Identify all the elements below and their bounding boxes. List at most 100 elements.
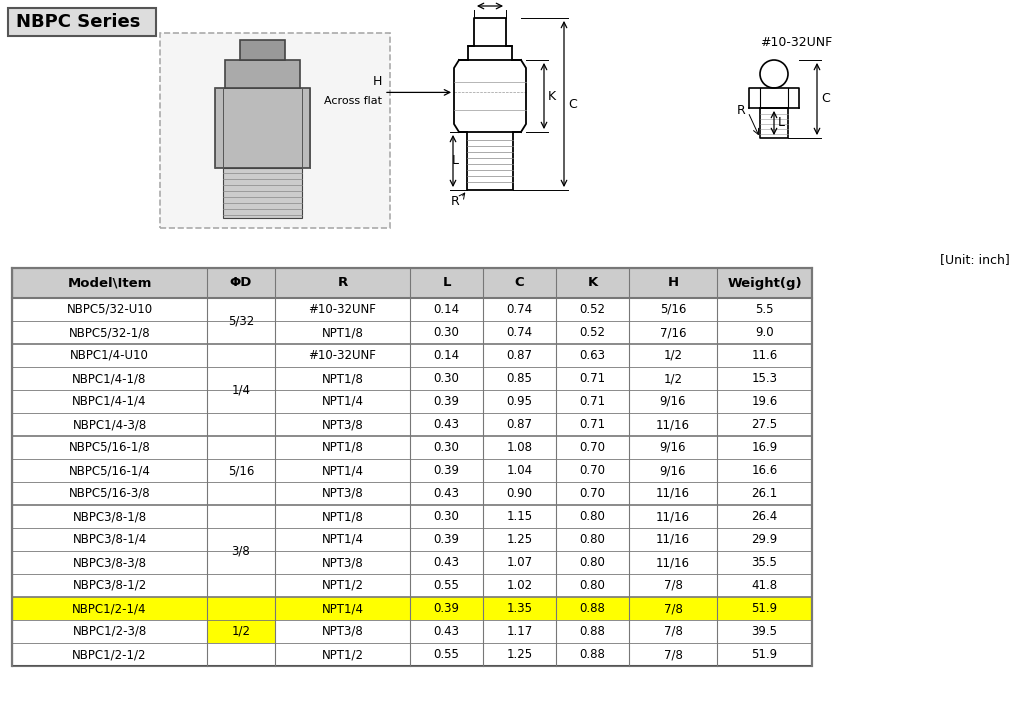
Text: K: K: [588, 277, 598, 290]
Text: 0.39: 0.39: [433, 602, 460, 615]
Text: C: C: [515, 277, 524, 290]
Text: 0.63: 0.63: [580, 349, 605, 362]
Text: NPT1/2: NPT1/2: [322, 579, 364, 592]
Text: 0.14: 0.14: [433, 349, 460, 362]
Text: NBPC5/32-1/8: NBPC5/32-1/8: [69, 326, 151, 339]
Text: 0.71: 0.71: [580, 395, 605, 408]
Text: 0.74: 0.74: [507, 303, 532, 316]
Text: 35.5: 35.5: [752, 556, 777, 569]
Bar: [225, 60, 300, 88]
Text: 0.30: 0.30: [433, 510, 460, 523]
Text: 9.0: 9.0: [755, 326, 774, 339]
Text: R: R: [737, 103, 746, 117]
Text: NPT3/8: NPT3/8: [322, 418, 364, 431]
Text: 1.04: 1.04: [507, 464, 532, 477]
Text: 0.80: 0.80: [580, 533, 605, 546]
Text: 1.15: 1.15: [507, 510, 532, 523]
Text: 1/2: 1/2: [664, 349, 683, 362]
Text: 0.80: 0.80: [580, 556, 605, 569]
Text: NBPC Series: NBPC Series: [16, 13, 140, 31]
Text: 1.25: 1.25: [507, 533, 532, 546]
Text: 11/16: 11/16: [656, 533, 690, 546]
Text: L: L: [452, 154, 459, 168]
Text: NPT1/2: NPT1/2: [322, 648, 364, 661]
Text: 51.9: 51.9: [752, 602, 777, 615]
Text: 0.90: 0.90: [507, 487, 532, 500]
Text: Across flat: Across flat: [324, 96, 382, 106]
Text: 0.52: 0.52: [580, 303, 605, 316]
Text: NPT1/4: NPT1/4: [322, 602, 364, 615]
Text: NPT1/8: NPT1/8: [322, 510, 364, 523]
Text: 5/16: 5/16: [659, 303, 686, 316]
Bar: [12, 597, 812, 620]
Text: NBPC3/8-1/4: NBPC3/8-1/4: [73, 533, 146, 546]
Text: 0.70: 0.70: [580, 464, 605, 477]
Text: 0.88: 0.88: [580, 648, 605, 661]
Text: 1.35: 1.35: [507, 602, 532, 615]
Text: 0.30: 0.30: [433, 372, 460, 385]
Text: NBPC1/2-1/4: NBPC1/2-1/4: [73, 602, 146, 615]
Text: NBPC3/8-1/8: NBPC3/8-1/8: [73, 510, 146, 523]
Text: 9/16: 9/16: [659, 395, 686, 408]
Text: K: K: [548, 89, 556, 103]
Text: 1.25: 1.25: [507, 648, 532, 661]
Text: #10-32UNF: #10-32UNF: [308, 349, 377, 362]
Text: ΦD: ΦD: [480, 0, 500, 1]
Text: Model\Item: Model\Item: [68, 277, 152, 290]
Text: 15.3: 15.3: [752, 372, 777, 385]
Text: 0.87: 0.87: [507, 418, 532, 431]
Text: NBPC5/16-3/8: NBPC5/16-3/8: [69, 487, 151, 500]
Text: R: R: [337, 277, 347, 290]
Text: 26.4: 26.4: [752, 510, 777, 523]
Text: 0.87: 0.87: [507, 349, 532, 362]
Text: 7/8: 7/8: [664, 579, 682, 592]
Text: 9/16: 9/16: [659, 441, 686, 454]
Text: R: R: [451, 195, 459, 208]
Text: 11/16: 11/16: [656, 556, 690, 569]
Text: 7/8: 7/8: [664, 602, 682, 615]
Text: NBPC1/2-1/2: NBPC1/2-1/2: [73, 648, 146, 661]
Text: L: L: [442, 277, 451, 290]
Text: 0.55: 0.55: [433, 579, 460, 592]
Text: 7/16: 7/16: [659, 326, 686, 339]
Text: 0.30: 0.30: [433, 441, 460, 454]
Text: NPT1/8: NPT1/8: [322, 326, 364, 339]
Text: NBPC1/4-1/4: NBPC1/4-1/4: [73, 395, 146, 408]
Text: NPT3/8: NPT3/8: [322, 556, 364, 569]
Text: #10-32UNF: #10-32UNF: [308, 303, 377, 316]
Text: NPT1/4: NPT1/4: [322, 533, 364, 546]
Text: 5/16: 5/16: [227, 464, 254, 477]
Text: C: C: [568, 98, 577, 110]
Text: 39.5: 39.5: [752, 625, 777, 638]
Text: NBPC3/8-1/2: NBPC3/8-1/2: [73, 579, 146, 592]
Text: 0.43: 0.43: [433, 418, 460, 431]
Text: NBPC1/4-U10: NBPC1/4-U10: [70, 349, 148, 362]
Text: C: C: [821, 93, 829, 105]
Text: 0.88: 0.88: [580, 602, 605, 615]
Text: 11.6: 11.6: [752, 349, 777, 362]
Text: 0.43: 0.43: [433, 625, 460, 638]
Text: 5/32: 5/32: [228, 314, 254, 328]
Text: 27.5: 27.5: [752, 418, 777, 431]
Text: L: L: [778, 117, 785, 130]
Text: 5.5: 5.5: [756, 303, 774, 316]
Text: NBPC5/16-1/4: NBPC5/16-1/4: [69, 464, 151, 477]
Text: 11/16: 11/16: [656, 510, 690, 523]
Text: 0.39: 0.39: [433, 533, 460, 546]
Text: 0.74: 0.74: [507, 326, 532, 339]
Text: NBPC3/8-3/8: NBPC3/8-3/8: [73, 556, 146, 569]
Text: 19.6: 19.6: [752, 395, 777, 408]
Text: 0.80: 0.80: [580, 510, 605, 523]
Bar: [12, 268, 812, 298]
Text: 0.95: 0.95: [507, 395, 532, 408]
Text: 0.55: 0.55: [433, 648, 460, 661]
Bar: [215, 88, 310, 168]
Text: 0.30: 0.30: [433, 326, 460, 339]
Text: NPT1/4: NPT1/4: [322, 395, 364, 408]
Text: 0.85: 0.85: [507, 372, 532, 385]
Text: NPT1/8: NPT1/8: [322, 372, 364, 385]
Text: NPT1/4: NPT1/4: [322, 464, 364, 477]
Bar: [240, 40, 285, 60]
Text: 9/16: 9/16: [659, 464, 686, 477]
Text: 1.07: 1.07: [507, 556, 532, 569]
